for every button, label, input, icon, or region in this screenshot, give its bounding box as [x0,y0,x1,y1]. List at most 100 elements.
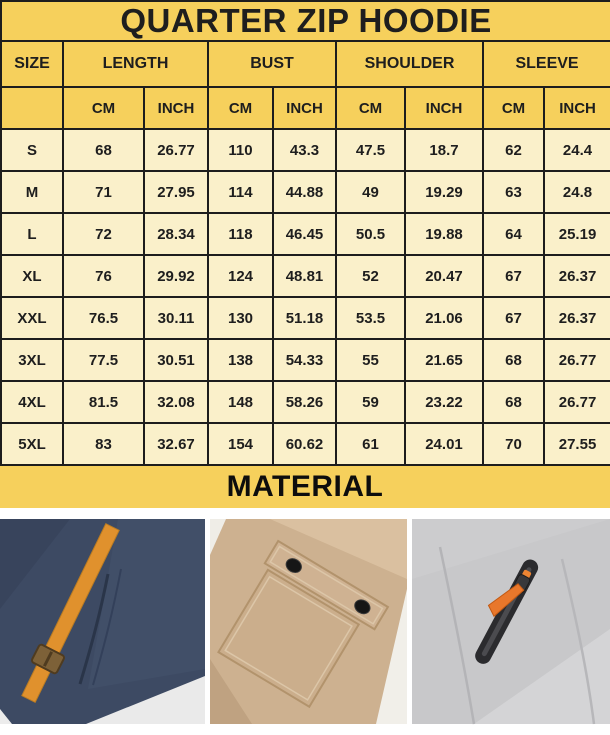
cargo-pocket [217,539,390,709]
measurement-cell: 68 [62,128,145,172]
material-photos [0,508,610,735]
measurement-cell: 60.62 [272,422,337,466]
measurement-cell: 46.45 [272,212,337,256]
size-table-body: S 68 26.77 110 43.3 47.5 18.7 62 24.4 M 71 27.95 114… [0,128,610,466]
measurement-cell: 70 [482,422,545,466]
flap-stitch [269,545,384,625]
background-corner [376,589,407,724]
measurement-cell: 27.95 [143,170,209,214]
size-cell: 4XL [0,380,64,424]
measurement-cell: 19.88 [404,212,484,256]
measurement-cell: 51.18 [272,296,337,340]
measurement-cell: 63 [482,170,545,214]
unit-header-row: CM INCH CM INCH CM INCH CM INCH [0,86,610,130]
measurement-cell: 47.5 [335,128,406,172]
measurement-cell: 71 [62,170,145,214]
size-cell: L [0,212,64,256]
measurement-cell: 83 [62,422,145,466]
unit-header-cm: CM [62,86,145,130]
size-table: QUARTER ZIP HOODIE SIZE LENGTH BUST SHOU… [0,0,610,466]
measurement-cell: 49 [335,170,406,214]
fabric-shadow [210,659,252,724]
col-header-size: SIZE [0,40,64,88]
measurement-cell: 68 [482,380,545,424]
measurement-cell: 154 [207,422,274,466]
snap-button [285,558,302,574]
table-row: 3XL 77.5 30.51 138 54.33 55 21.65 68 26.77 [0,338,610,382]
measurement-cell: 19.29 [404,170,484,214]
unit-header-inch: INCH [272,86,337,130]
table-row: 5XL 83 32.67 154 60.62 61 24.01 70 27.55 [0,422,610,466]
material-heading: MATERIAL [0,466,610,508]
measurement-cell: 32.67 [143,422,209,466]
measurement-cell: 124 [207,254,274,298]
unit-header-inch: INCH [542,86,610,130]
measurement-cell: 138 [207,338,274,382]
measurement-cell: 54.33 [272,338,337,382]
pocket-seam-stitch [92,568,122,686]
measurement-cell: 21.65 [404,338,484,382]
zipper-pocket [475,559,539,664]
material-photo-navy-strap [0,519,205,724]
measurement-cell: 67 [482,296,545,340]
measurement-cell: 76.5 [62,296,145,340]
measurement-cell: 44.88 [272,170,337,214]
measurement-cell: 32.08 [143,380,209,424]
table-row: XXL 76.5 30.11 130 51.18 53.5 21.06 67 26.37 [0,296,610,340]
measurement-cell: 28.34 [143,212,209,256]
seam-line-right [560,558,596,725]
measurement-cell: 25.19 [542,212,610,256]
measurement-cell: 62 [482,128,545,172]
measurement-cell: 24.8 [542,170,610,214]
col-header-bust: BUST [207,40,337,88]
measurement-cell: 26.77 [542,380,610,424]
fabric-highlight [88,519,205,689]
measurement-cell: 67 [482,254,545,298]
measurement-cell: 110 [207,128,274,172]
measurement-cell: 53.5 [335,296,406,340]
measurement-cell: 77.5 [62,338,145,382]
pocket-seam [78,573,110,685]
unit-header-inch: INCH [404,86,484,130]
measurement-cell: 114 [207,170,274,214]
page-title: QUARTER ZIP HOODIE [0,0,610,42]
measurement-cell: 29.92 [143,254,209,298]
measurement-cell: 76 [62,254,145,298]
floor-corner [0,709,12,724]
floor-background [86,676,205,724]
measurement-cell: 26.37 [542,254,610,298]
measurement-cell: 21.06 [404,296,484,340]
measurement-cell: 118 [207,212,274,256]
measurement-cell: 81.5 [62,380,145,424]
measurement-cell: 24.4 [542,128,610,172]
size-cell: S [0,128,64,172]
measurement-cell: 61 [335,422,406,466]
seam-line-left [438,546,476,725]
measurement-cell: 20.47 [404,254,484,298]
table-row: 4XL 81.5 32.08 148 58.26 59 23.22 68 26.77 [0,380,610,424]
measurement-cell: 55 [335,338,406,382]
measurement-cell: 59 [335,380,406,424]
size-cell: M [0,170,64,214]
measurement-cell: 50.5 [335,212,406,256]
size-cell: 5XL [0,422,64,466]
table-row: S 68 26.77 110 43.3 47.5 18.7 62 24.4 [0,128,610,172]
table-row: XL 76 29.92 124 48.81 52 20.47 67 26.37 [0,254,610,298]
size-cell: 3XL [0,338,64,382]
unit-header-blank [0,86,64,130]
pocket-stitch [224,575,353,701]
size-cell: XXL [0,296,64,340]
fabric-highlight-top [412,519,610,579]
measurement-cell: 30.51 [143,338,209,382]
measurement-cell: 43.3 [272,128,337,172]
snap-button [354,599,371,615]
material-photo-khaki-pocket [210,519,407,724]
measurement-cell: 52 [335,254,406,298]
size-cell: XL [0,254,64,298]
measurement-cell: 24.01 [404,422,484,466]
col-header-sleeve: SLEEVE [481,40,610,88]
measurement-cell: 68 [482,338,545,382]
fabric-highlight [270,519,407,579]
measurement-cell: 48.81 [272,254,337,298]
measurement-cell: 72 [62,212,145,256]
